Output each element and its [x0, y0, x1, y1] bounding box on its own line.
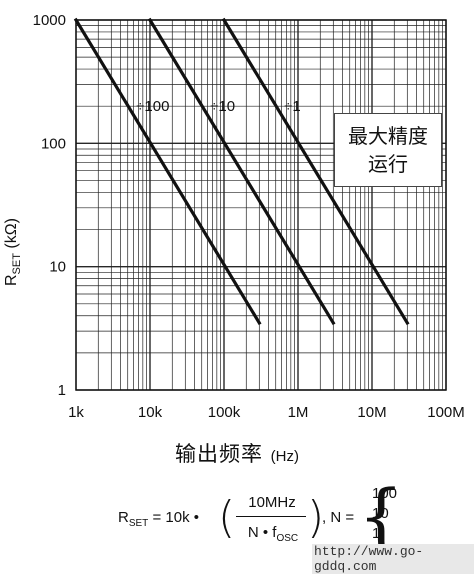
annotation-box: 最大精度 运行 [334, 113, 442, 187]
formula-fraction-bar [236, 516, 306, 517]
series-line [221, 17, 410, 326]
y-tick-label: 100 [41, 135, 66, 152]
x-tick-label: 100M [427, 404, 465, 421]
formula-lhs: RSET = 10k • [118, 509, 199, 529]
series-labels: ÷100 ÷10 ÷1 [136, 98, 301, 115]
y-tick-label: 10 [49, 259, 66, 276]
series-label: ÷100 [136, 98, 169, 115]
y-axis-label: RSET (kΩ) [3, 217, 24, 287]
formula-paren-left: ( [218, 492, 236, 543]
y-tick-label: 1000 [33, 12, 66, 29]
annotation-line-1: 最大精度 [348, 124, 428, 148]
formula-n-option: 10 [372, 505, 389, 522]
formula-n-option: 1 [372, 525, 381, 542]
formula-paren-right: ) [307, 492, 325, 543]
x-axis-label-text: 输出频率 [174, 442, 263, 466]
formula-n-options: 100 10 1 [372, 484, 397, 544]
x-tick-label: 10M [357, 404, 386, 421]
y-tick-labels: 1 10 100 1000 [33, 12, 66, 399]
formula-n-option: 100 [372, 485, 398, 502]
plot-frame [75, 19, 447, 391]
y-tick-label: 1 [58, 382, 66, 399]
series-line [147, 17, 336, 326]
x-tick-label: 1M [288, 404, 309, 421]
x-tick-label: 10k [138, 404, 163, 421]
formula: RSET = 10k • ( 10MHz N • fOSC ) , N = { … [118, 474, 418, 558]
formula-denominator: N • fOSC [247, 524, 299, 544]
series-layer [73, 17, 410, 326]
series-line [73, 17, 262, 326]
x-tick-label: 100k [208, 404, 241, 421]
annotation-line-2: 运行 [368, 152, 408, 176]
formula-numerator: 10MHz [248, 494, 296, 511]
x-axis-label: 输出频率 (Hz) [0, 438, 474, 468]
x-tick-labels: 1k 10k 100k 1M 10M 100M [68, 404, 465, 421]
x-axis-unit: (Hz) [270, 448, 299, 465]
formula-n-label: , N = [322, 509, 355, 526]
x-tick-label: 1k [68, 404, 84, 421]
watermark: http://www.go-gddq.com [312, 544, 474, 574]
series-label: ÷10 [210, 98, 235, 115]
series-label: ÷1 [284, 98, 301, 115]
